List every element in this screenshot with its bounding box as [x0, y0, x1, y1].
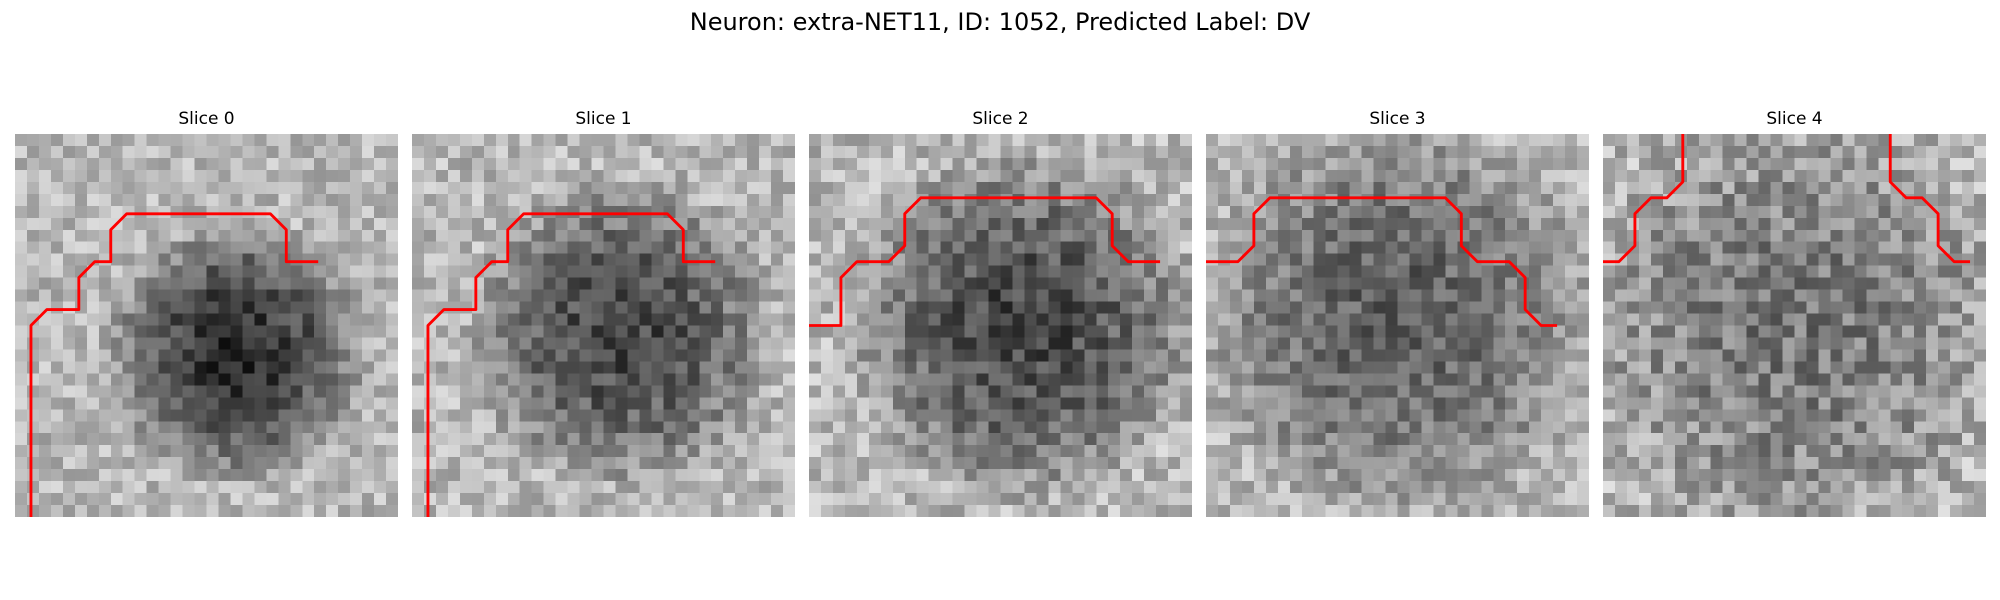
slice-panel-3: Slice 3: [1206, 108, 1589, 517]
pixel-grid: [1603, 134, 1986, 517]
pixel-grid: [809, 134, 1192, 517]
segmentation-contour: [1206, 196, 1558, 327]
segmentation-contour: [29, 212, 319, 517]
segmentation-contour: [1603, 134, 1971, 264]
slice-panel-1: Slice 1: [412, 108, 795, 517]
slice-image-2: [809, 134, 1192, 517]
slice-title-3: Slice 3: [1369, 109, 1426, 129]
pixel-grid: [1206, 134, 1589, 517]
segmentation-contour: [426, 212, 716, 517]
slice-title-1: Slice 1: [575, 109, 632, 129]
slice-panel-4: Slice 4: [1603, 108, 1986, 517]
segmentation-contour: [809, 196, 1161, 327]
slice-title-4: Slice 4: [1766, 109, 1823, 129]
slice-image-0: [15, 134, 398, 517]
figure-title: Neuron: extra-NET11, ID: 1052, Predicted…: [689, 8, 1311, 36]
slice-image-4: [1603, 134, 1986, 517]
slice-panel-2: Slice 2: [809, 108, 1192, 517]
slice-title-2: Slice 2: [972, 109, 1029, 129]
pixel-grid: [15, 134, 398, 517]
pixel-grid: [412, 134, 795, 517]
slice-title-0: Slice 0: [178, 109, 235, 129]
slice-image-1: [412, 134, 795, 517]
slice-panel-0: Slice 0: [15, 108, 398, 517]
slice-image-3: [1206, 134, 1589, 517]
